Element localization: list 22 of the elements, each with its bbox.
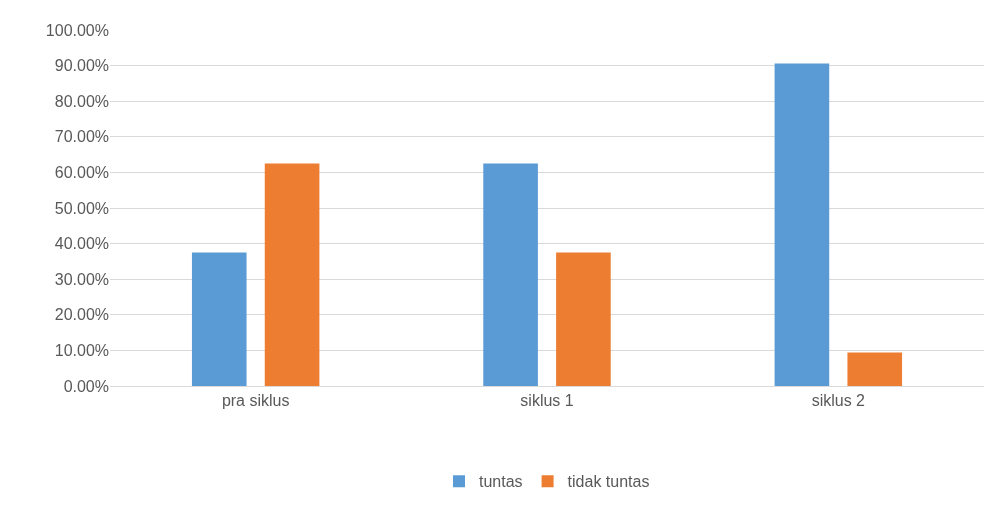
x-tick-label: siklus 2	[811, 392, 866, 410]
legend-label: tuntas	[479, 473, 523, 491]
y-tick-label: 10.00%	[54, 342, 109, 359]
y-tick-label: 70.00%	[54, 128, 109, 146]
bar	[774, 63, 830, 386]
y-tick-label: 90.00%	[54, 57, 109, 75]
y-tick-label: 80.00%	[54, 92, 109, 110]
y-tick-label: 0.00%	[63, 377, 109, 395]
legend-label: tidak tuntas	[567, 473, 650, 491]
x-tick-label: siklus 1	[520, 392, 574, 410]
y-tick-label: 20.00%	[54, 306, 109, 324]
y-tick-label: 50.00%	[54, 199, 109, 217]
bar	[191, 252, 247, 386]
bar	[556, 252, 611, 386]
x-tick-label: pra siklus	[221, 392, 290, 410]
y-tick-label: 60.00%	[54, 164, 109, 181]
bar	[483, 163, 538, 386]
y-tick-label: 100.00%	[45, 21, 109, 39]
y-tick-label: 40.00%	[54, 235, 109, 253]
bar	[847, 352, 903, 386]
y-tick-label: 30.00%	[54, 270, 109, 288]
bar	[264, 163, 320, 386]
